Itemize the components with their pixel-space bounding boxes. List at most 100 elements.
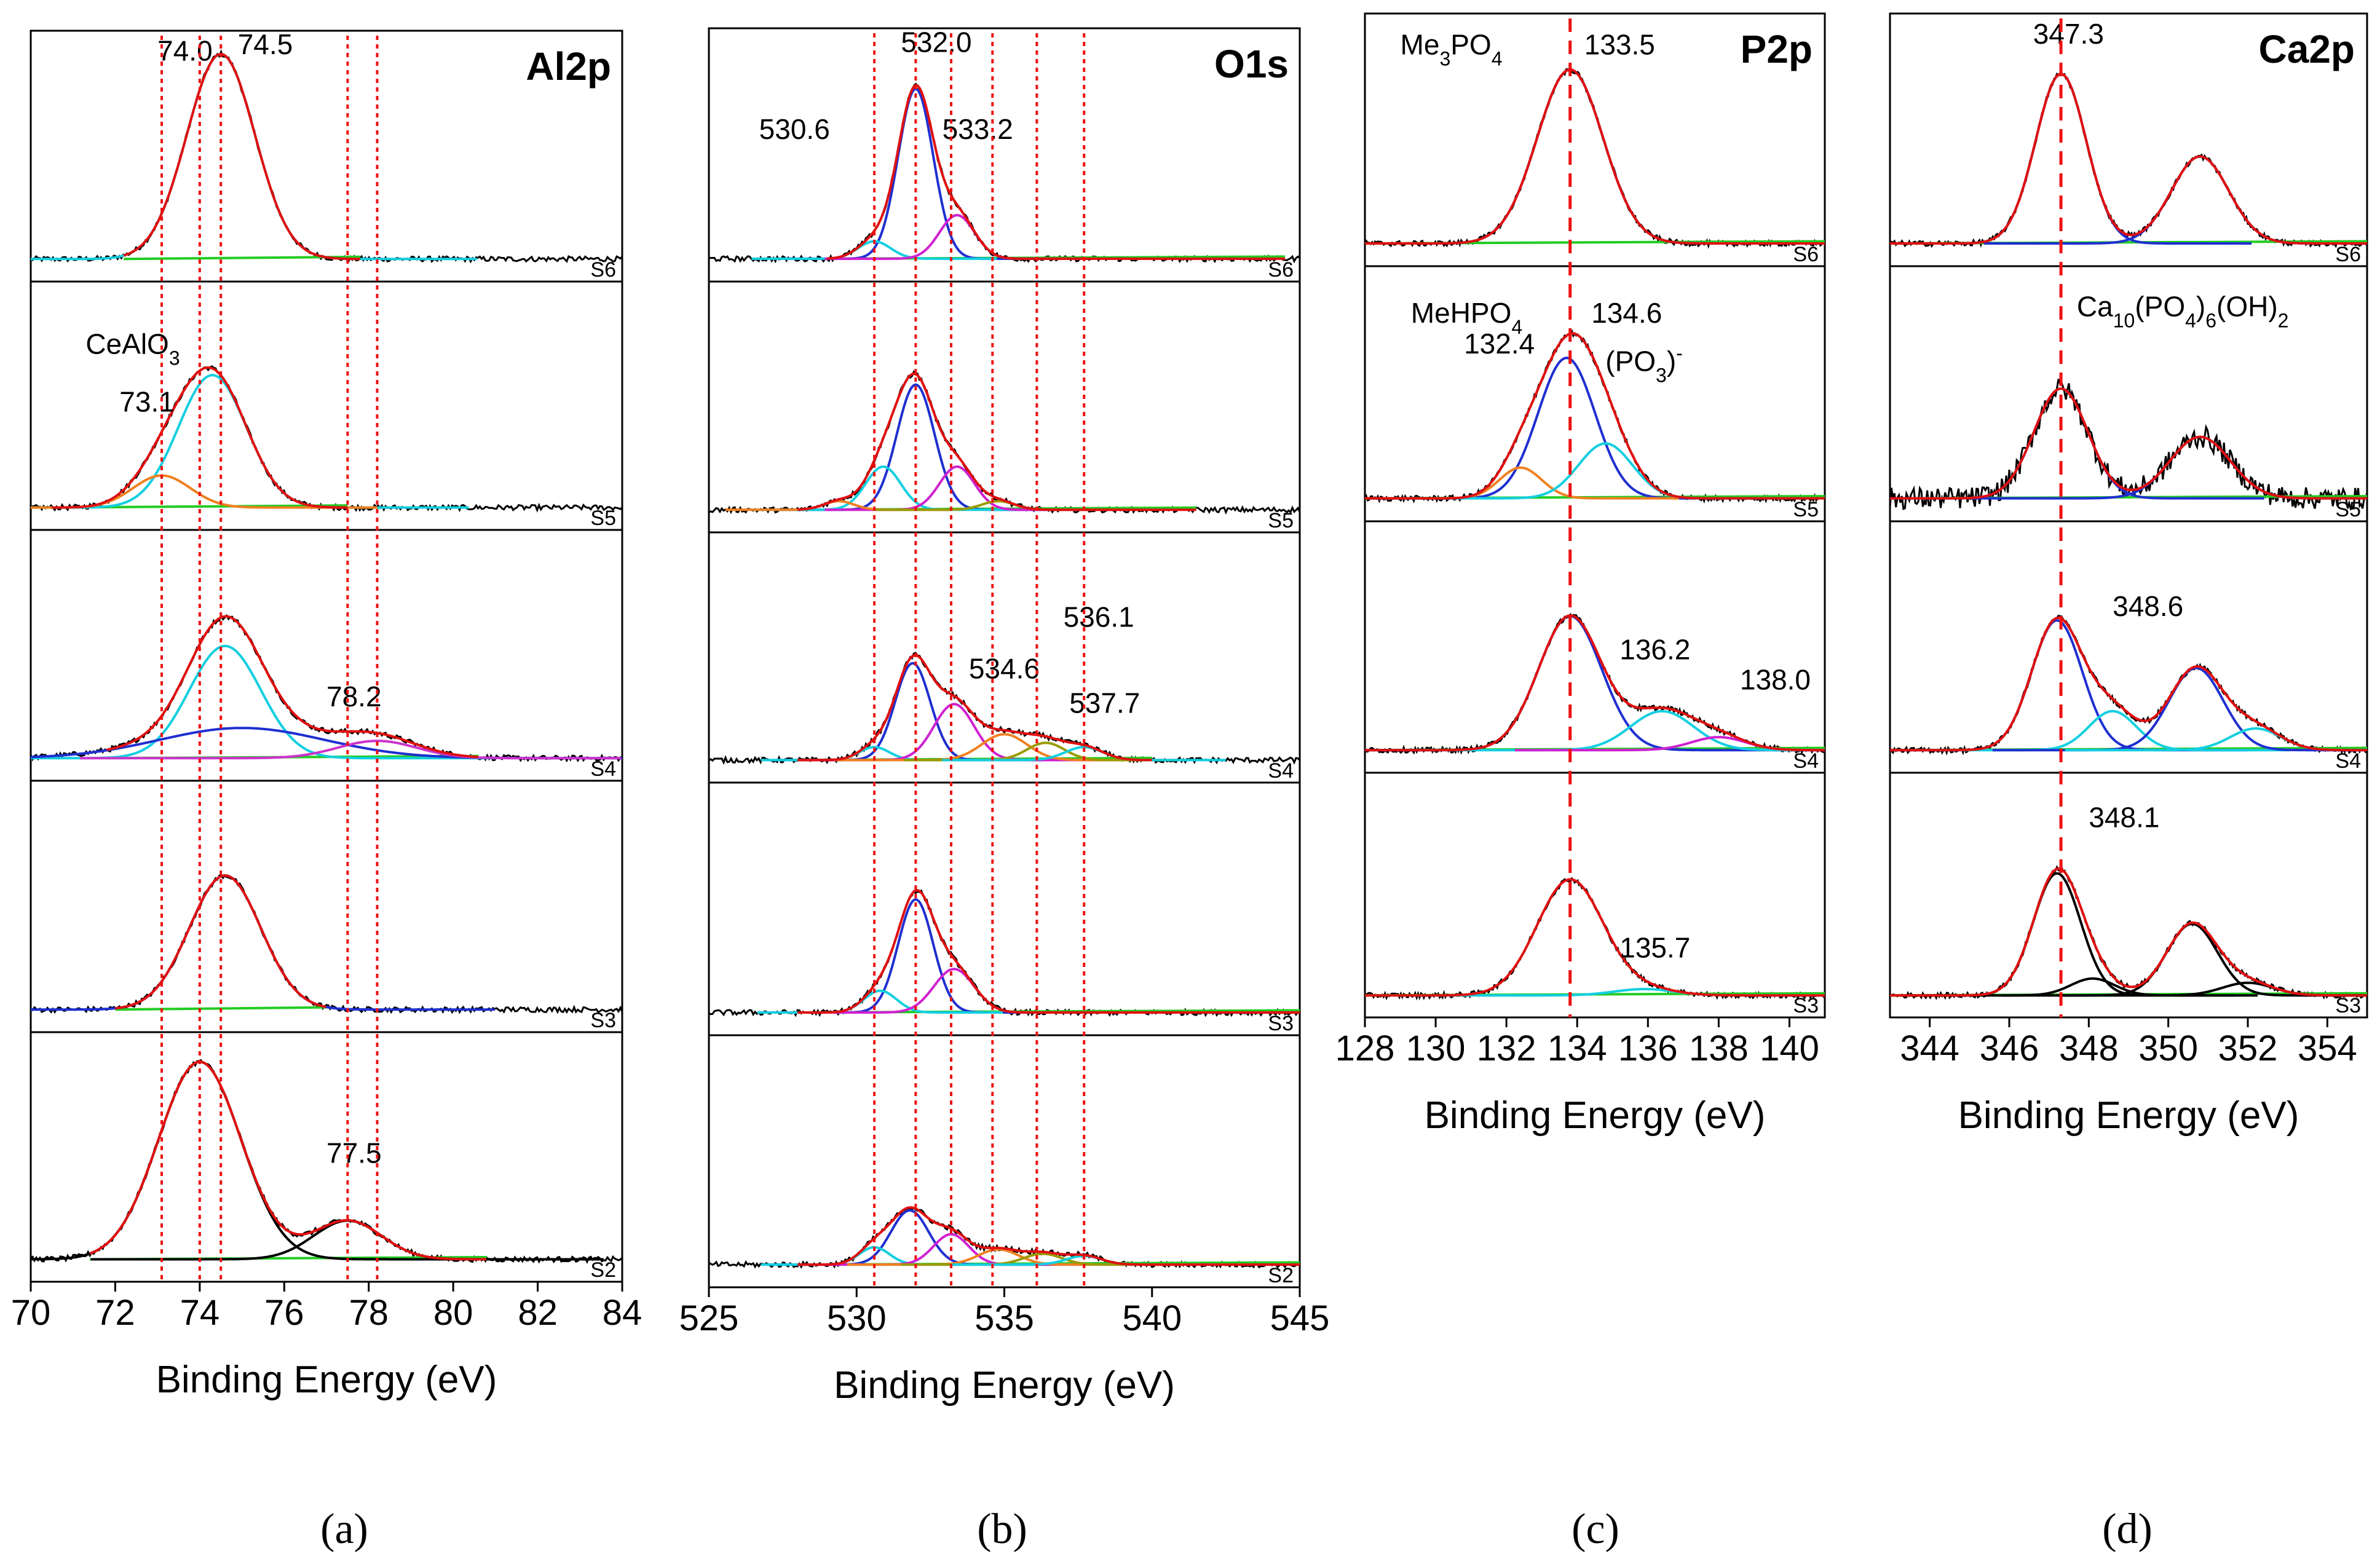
x-tick-label: 70 (11, 1293, 51, 1333)
fit-envelope-line (1365, 878, 1825, 997)
x-tick-label: 530 (827, 1298, 887, 1338)
sample-label: S3 (590, 1009, 616, 1032)
x-axis-label: Binding Energy (eV) (156, 1359, 497, 1401)
fit-envelope-line (797, 1206, 1300, 1266)
component-peak-line (1890, 73, 2252, 245)
component-peak-line (1983, 155, 2367, 245)
fit-envelope-line (1365, 614, 1825, 752)
x-tick-label: 72 (95, 1293, 135, 1333)
fit-envelope-line (1365, 332, 1825, 500)
panel-d: S6 347.3 S5 S4 348.6 S3 348.1 Ca2p 344 346 348 350 3… (1889, 12, 2368, 1553)
sample-label: S4 (590, 757, 616, 781)
component-peak-line (1424, 709, 1825, 752)
component-peak-line (1971, 435, 2367, 500)
sample-label: S5 (590, 507, 616, 530)
peak-annotation-label: 536.1 (1064, 601, 1134, 633)
panel-caption: (b) (977, 1506, 1027, 1553)
subpanel-s6: S6 530.6 532.0 533.2 (709, 26, 1300, 282)
panel-caption: (d) (2102, 1506, 2153, 1553)
component-peak-line (79, 740, 622, 760)
fit-envelope-line (89, 1060, 486, 1261)
peak-annotation-label: 133.5 (1584, 28, 1655, 60)
component-peak-line (1365, 466, 1679, 500)
sample-label: S5 (2335, 498, 2361, 521)
component-peak-line (1401, 442, 1809, 500)
panel-frame (1364, 12, 1826, 1019)
sample-label: S4 (2335, 749, 2361, 773)
sample-label: S2 (1268, 1264, 1294, 1287)
component-peak-line (824, 465, 1089, 511)
peak-annotation-label: 348.6 (2113, 590, 2183, 622)
panel-title: Al2p (526, 44, 611, 89)
sample-label: S5 (1793, 498, 1819, 521)
component-peak-line (31, 874, 495, 1011)
sample-label: S3 (1268, 1012, 1294, 1035)
component-peak-line (942, 746, 1226, 762)
fit-envelope-line (115, 874, 326, 1010)
sample-label: S6 (590, 258, 616, 282)
fit-envelope-line (1365, 68, 1825, 245)
peak-annotation-label: 138.0 (1740, 664, 1811, 696)
x-tick-label: 84 (603, 1293, 642, 1333)
x-tick-label: 348 (2059, 1028, 2119, 1068)
panel-caption: (c) (1572, 1506, 1619, 1553)
sample-label: S3 (2335, 994, 2361, 1017)
subpanel-s3: S3 348.1 (1889, 801, 2368, 1017)
raw-spectrum-line (708, 369, 1301, 515)
component-peak-line (751, 465, 1015, 511)
raw-spectrum-line (1889, 614, 2367, 756)
x-tick-label: 136 (1618, 1028, 1678, 1068)
raw-spectrum-line (1889, 71, 2368, 248)
x-tick-label: 80 (433, 1293, 473, 1333)
subpanel-s4: S4 348.6 (1889, 590, 2368, 773)
component-peak-line (1890, 619, 2247, 752)
x-tick-label: 82 (518, 1293, 558, 1333)
raw-spectrum-line (1364, 65, 1826, 249)
component-peak-line (834, 733, 1174, 762)
subpanel-s4: S4 78.2 (30, 613, 623, 781)
fit-envelope-line (123, 52, 360, 261)
panel-c: S6 133.5 S5 134.6 132.4 S4 136.2 138.0 S3 135.7 P2… (1335, 12, 1826, 1553)
panel-b: S6 530.6 532.0 533.2 S5 S4 534.6 536.1 537.7 S3 S2… (679, 26, 1330, 1553)
fit-envelope-line (797, 889, 1300, 1014)
x-tick-label: 540 (1122, 1298, 1182, 1338)
subpanel-s6: S6 74.0 74.5 (30, 28, 623, 282)
x-tick-label: 545 (1270, 1298, 1330, 1338)
subpanel-s5: S5 (1889, 379, 2368, 521)
subpanel-s6: S6 347.3 (1889, 18, 2368, 266)
x-tick-label: 138 (1689, 1028, 1749, 1068)
peak-annotation-label: 73.1 (119, 385, 175, 417)
x-axis-label: Binding Energy (eV) (1958, 1094, 2299, 1137)
component-peak-line (757, 989, 1003, 1014)
peak-annotation-label: 78.2 (326, 681, 382, 712)
peak-annotation-label: 135.7 (1619, 932, 1690, 964)
x-tick-label: 344 (1900, 1028, 1959, 1068)
component-peak-line (824, 214, 1089, 260)
component-peak-line (31, 474, 378, 509)
peak-annotation-label: 532.0 (901, 26, 971, 58)
panel-title: O1s (1214, 42, 1289, 86)
x-tick-label: 352 (2218, 1028, 2278, 1068)
sample-label: S6 (2335, 243, 2361, 266)
peak-annotation-label: 534.6 (969, 652, 1040, 684)
x-tick-label: 354 (2298, 1028, 2357, 1068)
peak-annotation-label: 77.5 (326, 1137, 382, 1169)
component-peak-line (802, 703, 1105, 762)
sample-label: S4 (1268, 759, 1294, 783)
component-peak-line (31, 374, 469, 509)
x-tick-label: 128 (1335, 1028, 1395, 1068)
raw-spectrum-line (708, 1207, 1300, 1269)
x-tick-label: 78 (349, 1293, 389, 1333)
panel-frame (30, 30, 623, 1283)
subpanel-s5: S5 73.1 (30, 365, 623, 530)
subpanel-s5: S5 134.6 132.4 (1364, 297, 1826, 521)
fit-envelope-line (106, 615, 479, 759)
component-peak-line (2001, 922, 2367, 997)
fit-envelope-line (797, 654, 1152, 762)
x-tick-label: 346 (1980, 1028, 2039, 1068)
sample-label: S6 (1268, 258, 1294, 282)
peak-annotation-label: (PO3)- (1605, 342, 1683, 387)
component-peak-line (31, 1060, 511, 1261)
component-peak-line (802, 968, 1105, 1014)
peak-annotation-label: 136.2 (1619, 633, 1690, 665)
